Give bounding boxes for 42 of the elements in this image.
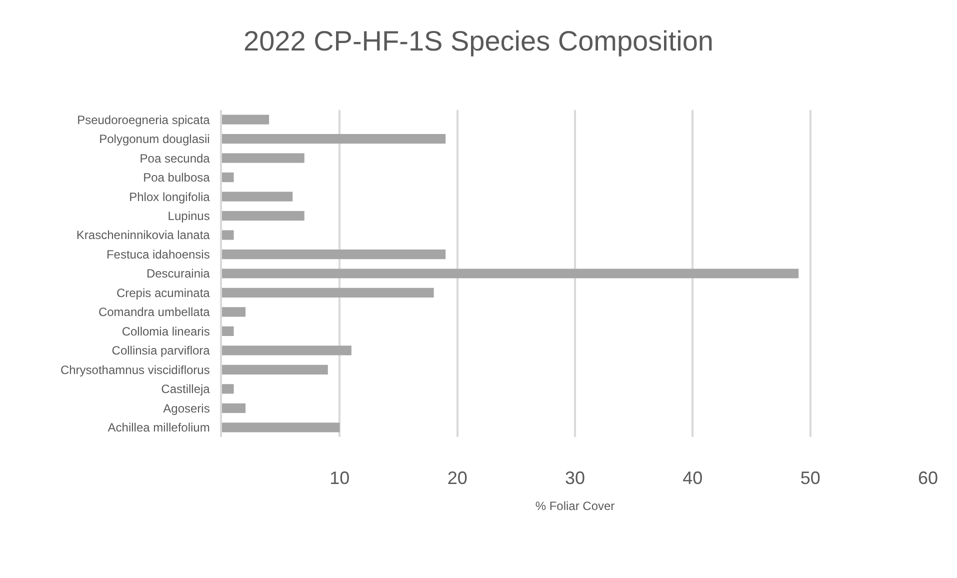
bar [222, 210, 304, 221]
y-tick-label: Lupinus [168, 208, 210, 223]
y-tick-label: Polygonum douglasii [99, 132, 210, 146]
y-tick-label: Agoseris [163, 401, 210, 416]
y-tick-label: Collinsia parviflora [112, 344, 210, 358]
x-tick-label: 20 [447, 468, 468, 488]
y-tick-label: Krascheninnikovia lanata [76, 228, 210, 242]
bar [222, 192, 293, 202]
y-tick-label: Festuca idahoensis [106, 247, 210, 262]
bar [222, 384, 234, 394]
bar [222, 134, 446, 144]
y-tick-label: Comandra umbellata [98, 305, 210, 320]
bar [222, 249, 446, 260]
bar [222, 288, 434, 298]
y-tick-label: Achillea millefolium [108, 420, 210, 435]
x-tick-label: 60 [918, 468, 938, 488]
bar [222, 326, 234, 336]
chart-title: 2022 CP-HF-1S Species Composition [244, 25, 714, 56]
y-tick-label: Phlox longifolia [129, 190, 210, 204]
x-tick-label: 50 [800, 468, 820, 488]
bar [222, 114, 270, 124]
bar [222, 153, 304, 163]
bar [222, 230, 234, 240]
bar [222, 172, 234, 182]
x-tick-label: 40 [682, 468, 703, 488]
bar [222, 422, 340, 432]
y-tick-label: Poa bulbosa [143, 170, 210, 185]
bar [222, 268, 799, 278]
y-tick-label: Poa secunda [140, 151, 210, 166]
bar [222, 307, 246, 317]
bar [222, 346, 352, 356]
y-tick-label: Descurainia [146, 266, 210, 281]
x-tick-label: 30 [564, 468, 586, 488]
y-tick-label: Pseudoroegneria spicata [77, 112, 210, 127]
y-tick-label: Crepis acuminata [116, 286, 210, 300]
y-tick-label: Chrysothamnus viscidiflorus [60, 362, 210, 377]
y-tick-label: Collomia linearis [122, 324, 210, 338]
bar [222, 403, 246, 413]
bar [222, 364, 328, 374]
x-axis-title: % Foliar Cover [535, 498, 615, 513]
x-tick-label: 10 [330, 468, 350, 488]
y-tick-label: Castilleja [161, 382, 210, 396]
